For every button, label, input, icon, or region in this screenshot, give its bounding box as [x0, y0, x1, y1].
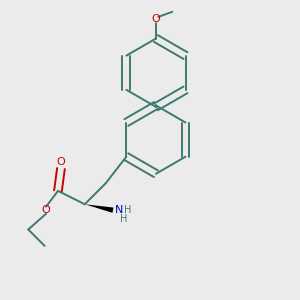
Text: O: O [42, 205, 50, 215]
Text: H: H [120, 214, 127, 224]
Text: O: O [152, 14, 160, 24]
Text: H: H [124, 205, 131, 214]
Polygon shape [85, 204, 113, 213]
Text: O: O [57, 157, 65, 167]
Text: N: N [115, 205, 124, 214]
